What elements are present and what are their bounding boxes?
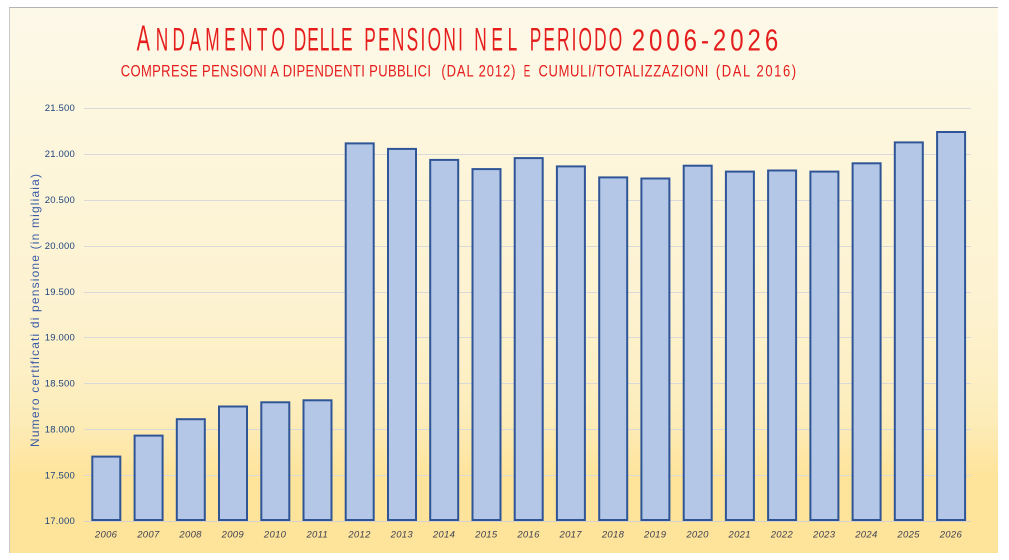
svg-text:NEL: NEL: [474, 23, 517, 58]
svg-text:2017: 2017: [559, 530, 583, 541]
svg-text:A: A: [137, 18, 151, 59]
svg-text:(DAL 2012): (DAL 2012): [441, 62, 515, 81]
svg-text:2013: 2013: [390, 530, 414, 541]
svg-text:2011: 2011: [305, 530, 328, 541]
svg-text:2025: 2025: [896, 530, 920, 541]
svg-text:20.500: 20.500: [45, 195, 75, 206]
svg-text:2024: 2024: [854, 530, 877, 541]
svg-text:2021: 2021: [728, 530, 751, 541]
svg-text:17.500: 17.500: [45, 470, 75, 481]
svg-text:CUMULI/TOTALIZZAZIONI: CUMULI/TOTALIZZAZIONI: [539, 62, 709, 81]
svg-text:2012: 2012: [347, 530, 371, 541]
svg-text:2006: 2006: [94, 530, 118, 541]
svg-text:2023: 2023: [812, 530, 836, 541]
svg-text:COMPRESE PENSIONI A DIPENDENTI: COMPRESE PENSIONI A DIPENDENTI PUBBLICI: [121, 62, 431, 81]
svg-text:NDAMENTO: NDAMENTO: [156, 23, 285, 58]
svg-text:20.000: 20.000: [45, 241, 75, 252]
svg-text:2022: 2022: [770, 530, 794, 541]
svg-text:2014: 2014: [432, 530, 455, 541]
svg-text:2019: 2019: [643, 530, 667, 541]
svg-text:2020: 2020: [685, 530, 709, 541]
svg-text:2010: 2010: [263, 530, 287, 541]
svg-text:2008: 2008: [178, 530, 202, 541]
svg-text:E: E: [524, 62, 531, 81]
svg-text:Numero certificati di pensione: Numero certificati di pensione (in migli…: [28, 174, 42, 447]
svg-text:2006-2026: 2006-2026: [632, 23, 779, 57]
svg-text:2018: 2018: [601, 530, 625, 541]
svg-text:19.500: 19.500: [45, 287, 75, 298]
svg-text:2015: 2015: [474, 530, 498, 541]
svg-text:2009: 2009: [221, 530, 245, 541]
svg-text:21.500: 21.500: [45, 103, 75, 114]
svg-text:2016: 2016: [516, 530, 540, 541]
svg-text:18.500: 18.500: [45, 379, 75, 390]
svg-text:PENSIONI: PENSIONI: [364, 23, 463, 58]
svg-text:2026: 2026: [939, 530, 963, 541]
svg-text:(DAL 2016): (DAL 2016): [716, 62, 796, 81]
svg-text:21.000: 21.000: [45, 149, 75, 160]
svg-text:2007: 2007: [136, 530, 160, 541]
svg-text:DELLE: DELLE: [294, 23, 353, 58]
svg-text:18.000: 18.000: [45, 424, 75, 435]
svg-text:PERIODO: PERIODO: [530, 23, 623, 58]
svg-text:17.000: 17.000: [45, 516, 75, 527]
svg-text:19.000: 19.000: [45, 333, 75, 344]
